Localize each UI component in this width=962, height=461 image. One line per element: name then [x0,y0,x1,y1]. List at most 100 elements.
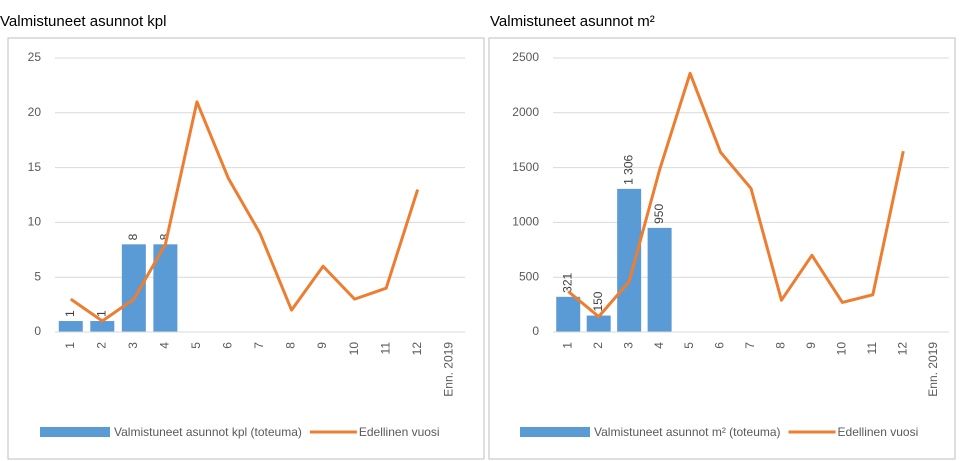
y-tick-label: 5 [34,269,41,283]
x-tick: 8 [774,342,788,349]
bar [617,188,642,332]
data-label-group: 950 [652,204,666,224]
x-tick: 11 [378,342,392,355]
x-tick: 1 [560,342,574,349]
x-tick-label: 12 [895,342,909,356]
legend-label: Edellinen vuosi [359,425,440,439]
x-tick: 11 [865,342,879,355]
x-tick: 7 [743,342,757,349]
x-tick-label: 5 [189,342,203,349]
bar [58,321,83,332]
x-tick-label: 8 [284,342,298,349]
x-tick: 2 [94,342,108,349]
x-tick-label: 2 [591,342,605,349]
data-label: 8 [126,233,140,240]
legend-swatch [520,427,590,437]
bar [556,296,581,332]
x-tick-label: 11 [865,342,879,355]
chart-title: Valmistuneet asunnot kpl [0,13,167,30]
x-tick: Enn. 2019 [926,342,940,397]
data-label: 8 [158,233,172,240]
data-label: 150 [591,291,605,311]
legend-label: Valmistuneet asunnot kpl (toteuma) [114,425,302,439]
x-tick-label: 3 [621,342,635,349]
data-label-group: 1 [94,310,108,317]
y-tick-label: 20 [28,105,42,119]
x-tick-label: 9 [315,342,329,349]
x-tick: 1 [63,342,77,349]
line [567,71,905,319]
x-tick-label: 11 [378,342,392,355]
x-tick: 12 [410,342,424,356]
x-tick-label: 9 [804,342,818,349]
bar [90,321,115,332]
data-label-group: 321 [560,272,574,292]
data-label-group: 1 306 [621,155,635,185]
x-tick-label: Enn. 2019 [441,342,455,397]
bar [647,227,672,332]
y-tick-label: 2000 [512,105,539,119]
x-tick: 8 [284,342,298,349]
x-tick-label: 8 [774,342,788,349]
y-tick-label: 500 [519,269,539,283]
x-tick: 9 [804,342,818,349]
bar [121,244,146,332]
y-tick-label: 25 [28,50,42,64]
chart-border [488,37,956,460]
x-tick-label: 2 [94,342,108,349]
x-tick-label: 5 [682,342,696,349]
x-tick: 3 [621,342,635,349]
legend-label: Edellinen vuosi [838,425,919,439]
data-label-group: 1 [63,310,77,317]
x-tick-label: 1 [63,342,77,349]
data-label-group: 150 [591,291,605,311]
bar [586,315,611,332]
x-tick-label: 10 [347,342,361,356]
data-label-group: 8 [126,233,140,240]
x-tick: 7 [252,342,266,349]
x-tick-label: 4 [158,342,172,349]
legend-label: Valmistuneet asunnot m² (toteuma) [594,425,781,439]
x-tick-label: 12 [410,342,424,356]
x-tick-label: 1 [560,342,574,349]
y-tick-label: 0 [532,324,539,338]
data-label: 1 [63,310,77,317]
data-label: 1 306 [621,155,635,185]
x-tick: 10 [835,342,849,356]
x-tick: 4 [652,342,666,349]
data-label: 1 [94,310,108,317]
x-tick: 3 [126,342,140,349]
y-tick-label: 1000 [512,215,539,229]
x-tick-label: 4 [652,342,666,349]
x-tick-label: 6 [221,342,235,349]
y-tick-label: 15 [28,160,42,174]
y-tick-label: 2500 [512,50,539,64]
x-tick-label: Enn. 2019 [926,342,940,397]
x-tick-label: 7 [252,342,266,349]
x-tick: 5 [189,342,203,349]
x-tick: 10 [347,342,361,356]
x-tick-label: 3 [126,342,140,349]
chart-title: Valmistuneet asunnot m² [490,13,655,30]
x-tick: 9 [315,342,329,349]
x-tick: 5 [682,342,696,349]
x-tick: 12 [895,342,909,356]
x-tick-label: 7 [743,342,757,349]
data-label-group: 8 [158,233,172,240]
x-tick: 6 [713,342,727,349]
y-tick-label: 1500 [512,160,539,174]
chart-border [7,37,485,460]
y-tick-label: 0 [34,324,41,338]
x-tick-label: 6 [713,342,727,349]
legend-swatch [40,427,110,437]
x-tick: Enn. 2019 [441,342,455,397]
line [69,100,420,323]
y-tick-label: 10 [28,215,42,229]
x-tick-label: 10 [835,342,849,356]
x-tick: 6 [221,342,235,349]
x-tick: 2 [591,342,605,349]
data-label: 950 [652,204,666,224]
data-label: 321 [560,272,574,292]
x-tick: 4 [158,342,172,349]
